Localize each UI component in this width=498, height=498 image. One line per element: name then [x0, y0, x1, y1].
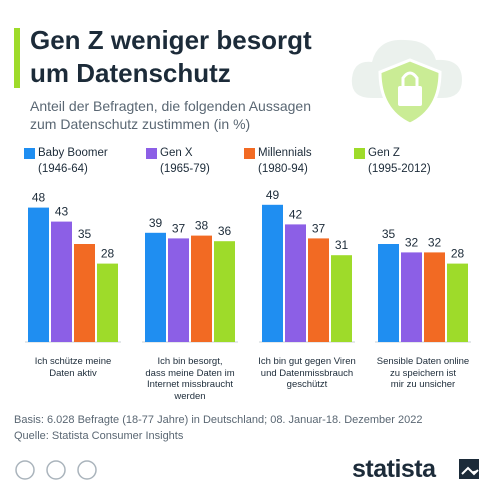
- bar: [97, 263, 118, 342]
- legend-swatch: [354, 148, 365, 159]
- value-label: 48: [32, 191, 46, 205]
- x-tick-label: Sensible Daten online zu speichern ist m…: [376, 356, 470, 390]
- value-label: 43: [55, 205, 69, 219]
- legend-swatch: [244, 148, 255, 159]
- value-label: 28: [451, 247, 465, 261]
- chart-subtitle: Anteil der Befragten, die folgenden Auss…: [30, 98, 311, 132]
- footer-icons: [15, 460, 97, 480]
- bar: [424, 252, 445, 342]
- brand-icon: [457, 457, 481, 481]
- bar: [191, 235, 212, 342]
- value-label: 32: [428, 235, 442, 249]
- bar: [401, 252, 422, 342]
- legend-label: Gen Z (1995-2012): [368, 147, 431, 175]
- bar: [331, 255, 352, 342]
- chart-title: Gen Z weniger besorgt um Datenschutz: [30, 25, 312, 88]
- value-label: 35: [78, 227, 92, 241]
- x-tick-label: Ich bin besorgt, dass meine Daten im Int…: [145, 356, 235, 402]
- value-label: 35: [382, 227, 396, 241]
- bar: [74, 244, 95, 342]
- value-label: 32: [405, 235, 419, 249]
- value-label: 36: [218, 224, 232, 238]
- bar: [447, 263, 468, 342]
- value-label: 38: [195, 219, 209, 233]
- value-label: 37: [172, 221, 186, 235]
- value-label: 28: [101, 247, 115, 261]
- legend-label: Gen X (1965-79): [160, 147, 210, 175]
- bar: [168, 238, 189, 342]
- legend-swatch: [24, 148, 35, 159]
- x-tick-label: Ich schütze meine Daten aktiv: [34, 356, 112, 379]
- note: Basis: 6.028 Befragte (18-77 Jahre) in D…: [14, 414, 423, 426]
- value-label: 42: [289, 207, 303, 221]
- bar: [378, 244, 399, 342]
- legend-swatch: [146, 148, 157, 159]
- accent-bar: [14, 28, 20, 88]
- bar: [262, 204, 283, 342]
- lock-icon: [351, 39, 462, 126]
- value-label: 37: [312, 221, 326, 235]
- bar: [28, 207, 49, 342]
- value-label: 31: [335, 238, 349, 252]
- bar: [285, 224, 306, 342]
- source: Quelle: Statista Consumer Insights: [14, 430, 184, 442]
- value-label: 49: [266, 188, 280, 202]
- legend-label: Baby Boomer (1946-64): [38, 147, 108, 175]
- value-label: 39: [149, 216, 163, 230]
- brand: statista: [352, 455, 436, 483]
- bar: [51, 221, 72, 342]
- legend-label: Millennials (1980-94): [258, 147, 312, 175]
- x-tick-label: Ich bin gut gegen Viren und Datenmissbra…: [258, 356, 356, 390]
- bar: [145, 232, 166, 342]
- bar: [214, 241, 235, 342]
- bar: [308, 238, 329, 342]
